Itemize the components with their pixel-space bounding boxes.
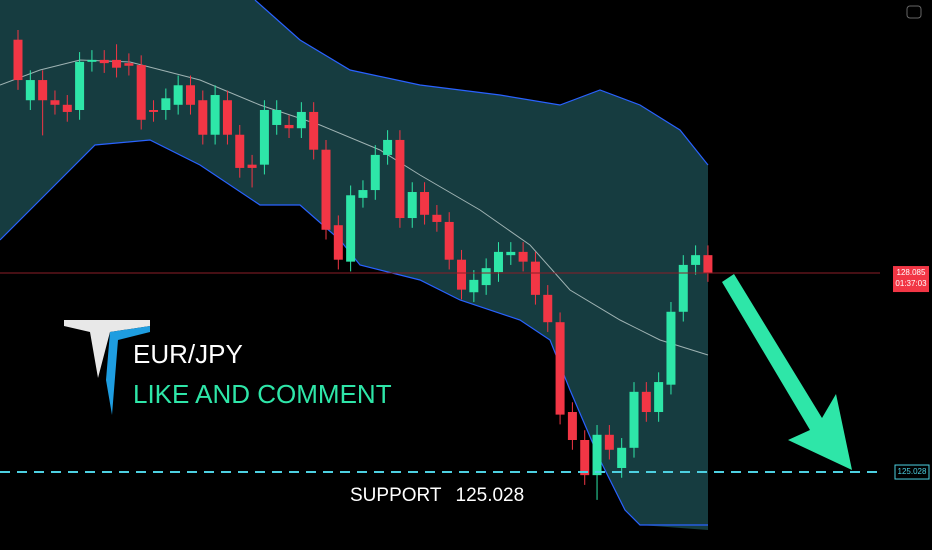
candle-body <box>161 98 171 110</box>
candle-body <box>149 110 159 112</box>
bollinger-band <box>0 0 708 530</box>
candle-body <box>407 192 417 219</box>
candle-body <box>259 110 269 165</box>
candle-body <box>420 192 430 215</box>
candle-body <box>567 412 577 440</box>
candle-body <box>210 95 220 135</box>
candle-body <box>383 139 393 155</box>
candle-body <box>346 195 356 262</box>
candle-body <box>309 111 319 150</box>
candle-body <box>604 434 614 450</box>
support-tag-label: 125.028 <box>898 467 927 476</box>
candle-body <box>457 259 467 290</box>
candle-body <box>358 190 368 198</box>
candle-body <box>617 447 627 468</box>
settings-icon[interactable] <box>906 5 922 19</box>
candle-body <box>284 124 294 129</box>
countdown-label: 01:37:03 <box>895 279 927 288</box>
candles <box>13 29 713 500</box>
last-price-tag <box>893 266 929 293</box>
candle-body <box>493 251 503 273</box>
candle-body <box>321 149 331 230</box>
candle-body <box>555 322 565 415</box>
candle-body <box>543 294 553 323</box>
candle-body <box>654 382 664 413</box>
candle-body <box>444 221 454 260</box>
candle-body <box>691 255 701 265</box>
candle-body <box>87 59 97 62</box>
candle-body <box>506 251 516 256</box>
candle-body <box>62 104 72 112</box>
candle-body <box>38 80 48 101</box>
pair-title: EUR/JPY <box>133 339 243 369</box>
candle-body <box>703 255 713 274</box>
candle-body <box>136 65 146 120</box>
candle-body <box>185 85 195 105</box>
candle-body <box>25 80 35 101</box>
candle-body <box>629 391 639 448</box>
candle-body <box>296 111 306 129</box>
candle-body <box>75 61 85 110</box>
candle-body <box>173 85 183 105</box>
band-lower <box>0 139 708 526</box>
candle-body <box>272 110 282 125</box>
last-price-label: 128.085 <box>897 268 926 277</box>
support-text: SUPPORT 125.028 <box>350 485 524 506</box>
candle-body <box>247 164 257 168</box>
candle-body <box>678 264 688 312</box>
support-tag <box>894 464 930 480</box>
call-to-action: LIKE AND COMMENT <box>133 379 392 409</box>
logo <box>64 320 150 415</box>
candle-body <box>469 279 479 293</box>
candle-body <box>580 440 590 476</box>
candle-body <box>112 59 122 68</box>
candle-body <box>592 434 602 476</box>
candle-body <box>235 134 245 168</box>
candle-body <box>395 139 405 219</box>
candle-body <box>641 391 651 413</box>
candle-body <box>13 39 23 81</box>
candle-body <box>124 63 134 66</box>
candle-body <box>198 100 208 135</box>
band-upper <box>254 0 709 166</box>
candle-body <box>222 100 232 135</box>
down-arrow <box>722 274 852 470</box>
candle-body <box>432 214 442 222</box>
candle-body <box>333 225 343 260</box>
candle-body <box>99 59 109 64</box>
candle-body <box>370 154 380 191</box>
candle-body <box>50 100 60 105</box>
candle-body <box>481 268 491 286</box>
candle-body <box>518 251 528 262</box>
band-middle <box>0 59 709 356</box>
candle-body <box>666 311 676 385</box>
candle-body <box>530 261 540 295</box>
